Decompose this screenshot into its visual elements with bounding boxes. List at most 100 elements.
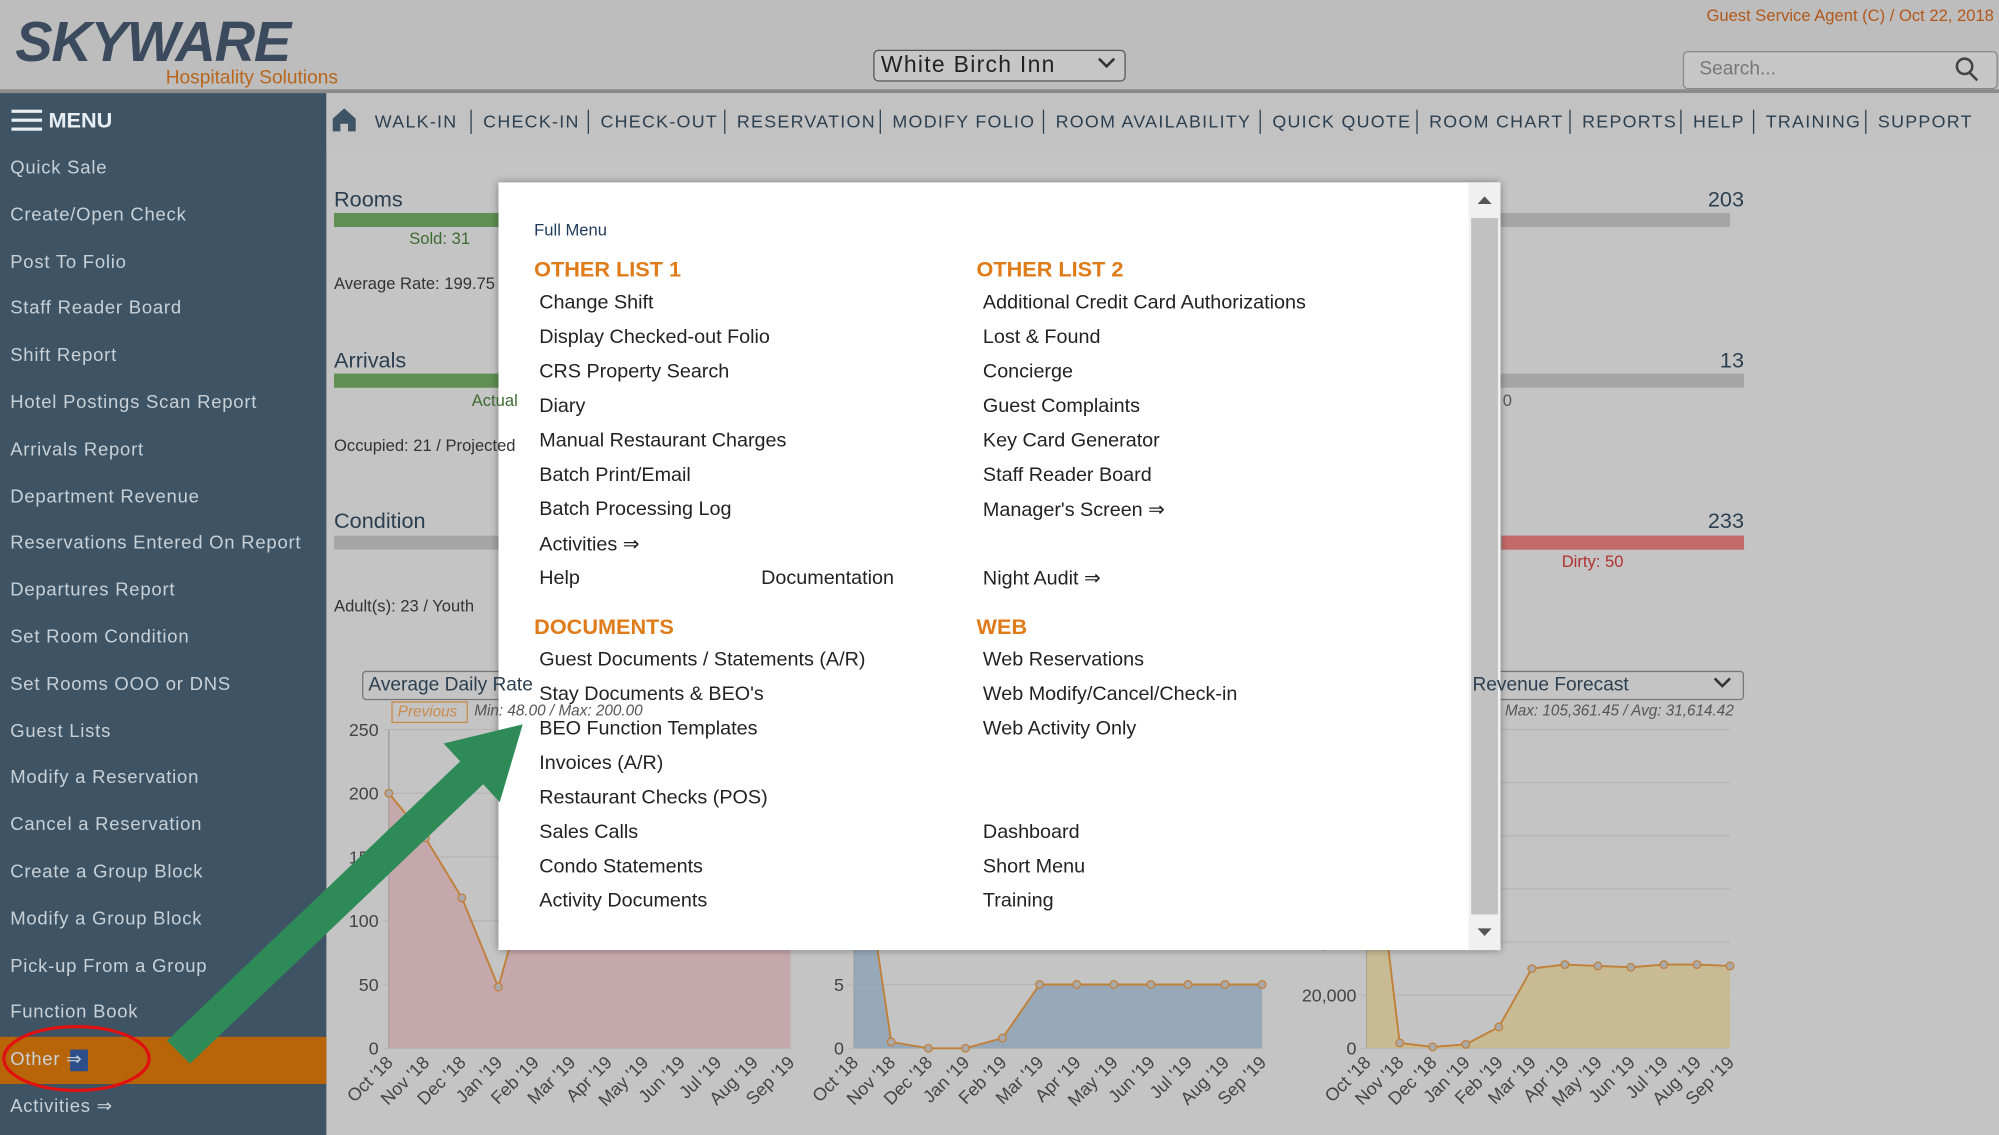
menu-link[interactable]: BEO Function Templates	[539, 717, 758, 740]
y-tick-label: 0	[369, 1039, 379, 1059]
stat-label: Rooms	[334, 187, 403, 212]
nav-item[interactable]: TRAINING	[1765, 110, 1862, 132]
stat-label: Condition	[334, 508, 426, 534]
menu-link[interactable]: Display Checked-out Folio	[539, 326, 770, 349]
home-icon[interactable]	[332, 108, 356, 132]
menu-link[interactable]: Training	[982, 890, 1054, 912]
menu-item[interactable]: Staff Reader Board	[10, 298, 182, 320]
menu-link[interactable]: Key Card Generator	[982, 429, 1160, 452]
line	[1365, 768, 1731, 1048]
menu-item[interactable]: Quick Sale	[10, 158, 108, 179]
menu-link[interactable]: Diary	[539, 395, 586, 418]
nav-item[interactable]: REPORTS	[1582, 110, 1678, 132]
menu-item[interactable]: Cancel a Reservation	[10, 815, 203, 836]
menu-link[interactable]: Night Audit ⇒	[982, 568, 1101, 590]
search-box[interactable]	[1682, 51, 1998, 90]
menu-link[interactable]: Web Activity Only	[982, 717, 1137, 740]
menu-link[interactable]: Sales Calls	[539, 821, 639, 843]
menu-link[interactable]: Guest Complaints	[982, 395, 1140, 418]
chart-select-label[interactable]: Revenue Forecast	[1472, 673, 1629, 696]
menu-item[interactable]: Departures Report	[10, 580, 176, 601]
menu-item[interactable]: Pick-up From a Group	[10, 955, 208, 977]
stat-detail: Sold: 31	[409, 228, 471, 249]
point	[923, 1043, 933, 1053]
scroll-thumb[interactable]	[1471, 218, 1498, 915]
nav-separator	[587, 109, 589, 134]
chart-summary: Max: 105,361.45 / Avg: 31,614.42	[1505, 701, 1734, 720]
menu-link[interactable]: Web Reservations	[982, 649, 1145, 671]
nav-item[interactable]: ROOM CHART	[1429, 110, 1564, 132]
menu-link[interactable]: Web Modify/Cancel/Check-in	[982, 683, 1238, 706]
property-select[interactable]	[873, 49, 1126, 82]
menu-item[interactable]: Modify a Group Block	[10, 909, 203, 930]
menu-link[interactable]: Stay Documents & BEO's	[539, 683, 764, 706]
menu-item[interactable]: Set Room Condition	[10, 627, 190, 648]
stat-bar-fill	[1501, 535, 1745, 550]
menu-link[interactable]: Activity Documents	[539, 890, 708, 912]
nav-item[interactable]: WALK-IN	[374, 110, 458, 132]
menu-item[interactable]: Arrivals Report	[10, 439, 144, 461]
nav-item[interactable]: RESERVATION	[736, 110, 876, 132]
section-heading: OTHER LIST 1	[534, 257, 682, 282]
menu-link[interactable]: Help	[539, 567, 580, 590]
search-icon	[1955, 57, 1979, 82]
section-heading: WEB	[976, 614, 1028, 639]
menu-item[interactable]: Activities ⇒	[10, 1096, 113, 1118]
nav-separator	[1680, 109, 1682, 134]
nav-item[interactable]: QUICK QUOTE	[1272, 110, 1412, 132]
menu-link[interactable]: Documentation	[761, 567, 895, 590]
menu-item[interactable]: Set Rooms OOO or DNS	[10, 674, 231, 695]
menu-item[interactable]: Reservations Entered On Report	[10, 533, 302, 554]
menu-item[interactable]: Hotel Postings Scan Report	[10, 392, 258, 414]
menu-item[interactable]: Create a Group Block	[10, 862, 204, 883]
nav-item[interactable]: CHECK-OUT	[600, 110, 719, 132]
nav-item[interactable]: SUPPORT	[1877, 110, 1973, 132]
nav-separator	[1042, 109, 1045, 134]
point	[1428, 1042, 1438, 1052]
menu-link[interactable]: Activities ⇒	[539, 533, 640, 556]
menu-link[interactable]: Change Shift	[539, 292, 654, 314]
property-name[interactable]: White Birch Inn	[880, 51, 1056, 78]
menu-label: MENU	[48, 108, 113, 133]
menu-link[interactable]: Invoices (A/R)	[539, 752, 664, 775]
y-tick-label: 250	[349, 720, 379, 740]
stat-detail: 0	[1502, 390, 1512, 411]
menu-link[interactable]: Additional Credit Card Authorizations	[982, 292, 1306, 314]
chart-summary: Min: 48.00 / Max: 200.00	[474, 701, 643, 720]
menu-item[interactable]: Shift Report	[10, 345, 117, 367]
point	[1626, 962, 1636, 972]
menu-link[interactable]: Batch Processing Log	[539, 498, 732, 521]
menu-link[interactable]: Guest Documents / Statements (A/R)	[539, 649, 866, 671]
menu-link[interactable]: Batch Print/Email	[539, 464, 691, 486]
menu-link[interactable]: Short Menu	[982, 855, 1086, 878]
menu-link[interactable]: Manual Restaurant Charges	[539, 429, 787, 452]
menu-item[interactable]: Modify a Reservation	[10, 768, 200, 789]
point	[1257, 980, 1267, 989]
nav-item[interactable]: ROOM AVAILABILITY	[1055, 110, 1252, 132]
menu-item[interactable]: Function Book	[10, 1002, 139, 1024]
point	[384, 788, 394, 798]
menu-link[interactable]: Concierge	[982, 360, 1074, 383]
nav-item[interactable]: CHECK-IN	[483, 110, 580, 132]
menu-link[interactable]: Manager's Screen ⇒	[982, 499, 1165, 521]
menu-link[interactable]: Staff Reader Board	[982, 464, 1152, 486]
nav-separator	[1569, 109, 1571, 134]
point	[457, 893, 467, 903]
point	[1560, 960, 1570, 970]
menu-link[interactable]: CRS Property Search	[539, 360, 730, 383]
menu-link[interactable]: Lost & Found	[982, 326, 1101, 349]
menu-item[interactable]: Post To Folio	[10, 251, 127, 273]
nav-separator	[879, 109, 881, 134]
menu-item[interactable]: Department Revenue	[10, 486, 200, 508]
nav-item[interactable]: HELP	[1693, 110, 1745, 132]
nav-item[interactable]: MODIFY FOLIO	[892, 110, 1036, 132]
menu-link[interactable]: Dashboard	[982, 821, 1080, 843]
chart-select-label[interactable]: Average Daily Rate	[368, 673, 533, 696]
point	[1659, 960, 1669, 970]
menu-item[interactable]: Other ⇒	[10, 1049, 83, 1071]
menu-item[interactable]: Create/Open Check	[10, 205, 187, 226]
menu-item[interactable]: Guest Lists	[10, 721, 112, 742]
menu-link[interactable]: Restaurant Checks (POS)	[539, 786, 768, 809]
tagline: Hospitality Solutions	[165, 66, 338, 89]
menu-link[interactable]: Condo Statements	[539, 855, 703, 878]
